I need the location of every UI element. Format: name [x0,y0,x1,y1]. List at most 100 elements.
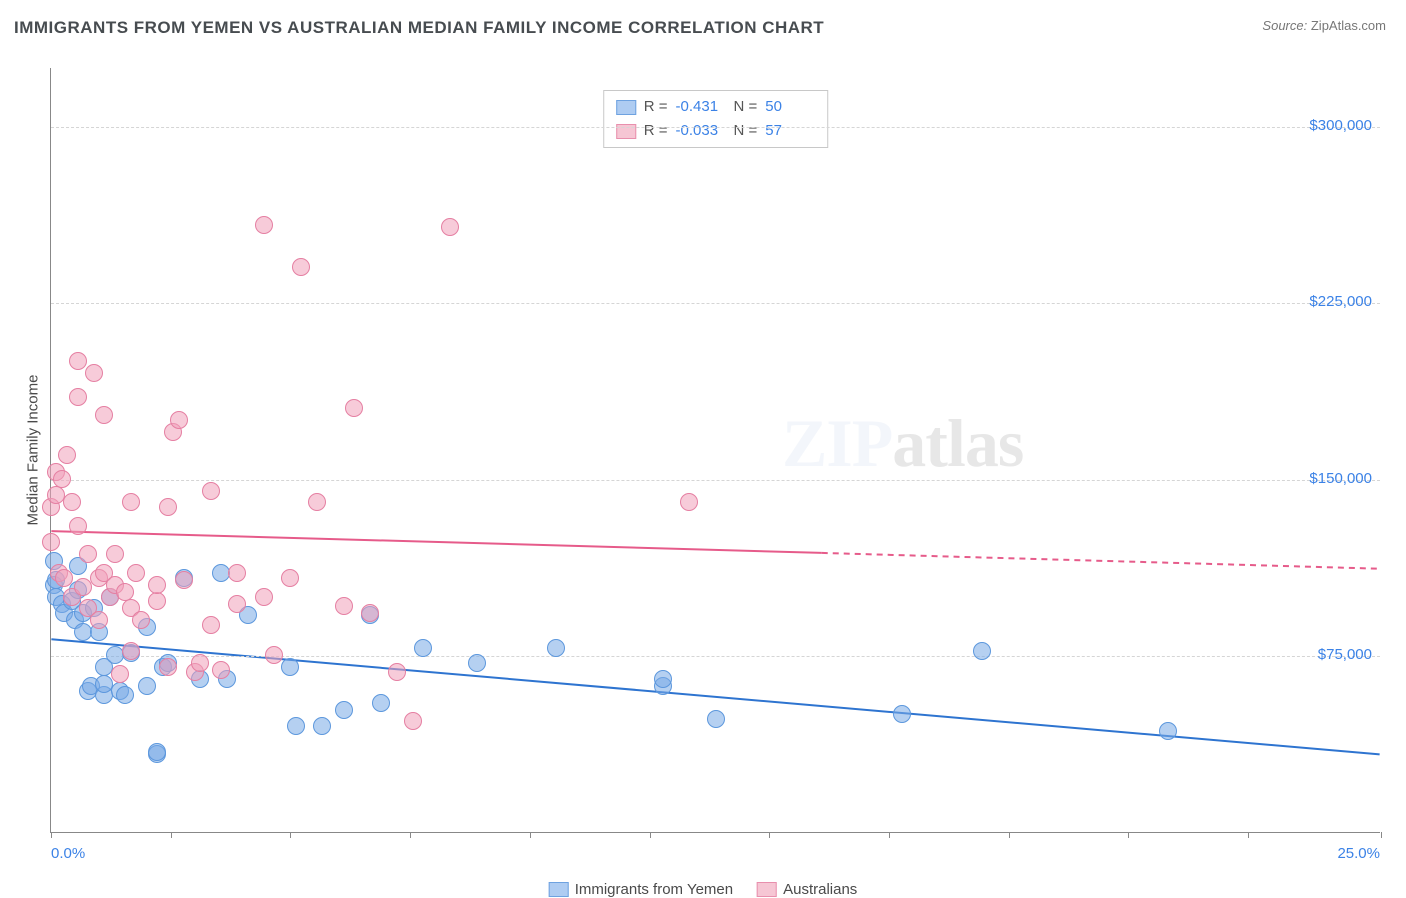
data-point-australians [388,663,406,681]
data-point-yemen [138,677,156,695]
x-tick [1009,832,1010,838]
data-point-australians [132,611,150,629]
source-value: ZipAtlas.com [1311,18,1386,33]
data-point-yemen [287,717,305,735]
y-tick-label: $75,000 [1318,646,1372,663]
legend-r-label: R = [644,95,668,119]
data-point-australians [58,446,76,464]
legend-n-label: N = [734,95,758,119]
source-attribution: Source: ZipAtlas.com [1262,18,1386,33]
legend-swatch [549,882,569,897]
series-legend: Immigrants from Yemen Australians [549,881,858,898]
x-tick [769,832,770,838]
data-point-australians [680,493,698,511]
data-point-australians [69,388,87,406]
data-point-yemen [973,642,991,660]
legend-n-value: 57 [765,119,815,143]
correlation-legend-row: R = -0.431 N = 50 [616,95,816,119]
legend-swatch [616,124,636,139]
data-point-australians [159,658,177,676]
x-tick [1248,832,1249,838]
x-tick [1381,832,1382,838]
series-legend-label: Immigrants from Yemen [575,881,733,898]
gridline-h [51,303,1380,304]
data-point-australians [69,517,87,535]
correlation-legend-row: R = -0.033 N = 57 [616,119,816,143]
gridline-h [51,656,1380,657]
data-point-australians [148,576,166,594]
gridline-h [51,480,1380,481]
data-point-australians [122,642,140,660]
data-point-australians [53,470,71,488]
data-point-australians [111,665,129,683]
data-point-yemen [1159,722,1177,740]
legend-r-label: R = [644,119,668,143]
y-axis-label: Median Family Income [25,375,42,526]
data-point-australians [90,611,108,629]
data-point-australians [85,364,103,382]
series-legend-item: Australians [757,881,857,898]
data-point-australians [255,588,273,606]
data-point-australians [212,661,230,679]
data-point-australians [404,712,422,730]
legend-swatch [757,882,777,897]
legend-r-value: -0.431 [676,95,726,119]
data-point-yemen [468,654,486,672]
data-point-australians [202,482,220,500]
data-point-yemen [281,658,299,676]
data-point-australians [55,569,73,587]
data-point-australians [69,352,87,370]
series-legend-item: Immigrants from Yemen [549,881,733,898]
data-point-australians [95,406,113,424]
x-tick [290,832,291,838]
plot-area: Median Family Income ZIPatlas R =-0.431N… [50,68,1380,833]
data-point-australians [345,399,363,417]
data-point-australians [170,411,188,429]
data-point-australians [202,616,220,634]
trendline-australians [51,531,821,553]
data-point-australians [116,583,134,601]
data-point-yemen [148,743,166,761]
data-point-australians [292,258,310,276]
data-point-yemen [335,701,353,719]
x-tick [171,832,172,838]
data-point-australians [281,569,299,587]
data-point-australians [79,545,97,563]
data-point-australians [361,604,379,622]
x-tick [51,832,52,838]
data-point-australians [228,595,246,613]
data-point-australians [255,216,273,234]
x-tick-label-start: 0.0% [51,845,85,862]
data-point-australians [63,493,81,511]
data-point-australians [106,545,124,563]
y-tick-label: $300,000 [1309,117,1372,134]
series-legend-label: Australians [783,881,857,898]
legend-n-value: 50 [765,95,815,119]
data-point-australians [148,592,166,610]
legend-r-value: -0.033 [676,119,726,143]
x-tick [1128,832,1129,838]
legend-swatch [616,100,636,115]
x-tick-label-end: 25.0% [1337,845,1380,862]
legend-n-label: N = [734,119,758,143]
data-point-australians [159,498,177,516]
x-tick [530,832,531,838]
data-point-yemen [654,670,672,688]
data-point-australians [122,493,140,511]
data-point-yemen [707,710,725,728]
data-point-yemen [372,694,390,712]
data-point-australians [265,646,283,664]
trendline-dashed-australians [822,553,1380,569]
data-point-australians [191,654,209,672]
gridline-h [51,127,1380,128]
correlation-legend: R = -0.431 N = 50 R = -0.033 N = 57 [603,90,829,148]
data-point-australians [42,533,60,551]
x-tick [650,832,651,838]
data-point-yemen [893,705,911,723]
data-point-australians [127,564,145,582]
y-tick-label: $150,000 [1309,470,1372,487]
data-point-australians [228,564,246,582]
chart-container: Median Family Income ZIPatlas R =-0.431N… [14,48,1392,868]
data-point-yemen [547,639,565,657]
y-tick-label: $225,000 [1309,293,1372,310]
